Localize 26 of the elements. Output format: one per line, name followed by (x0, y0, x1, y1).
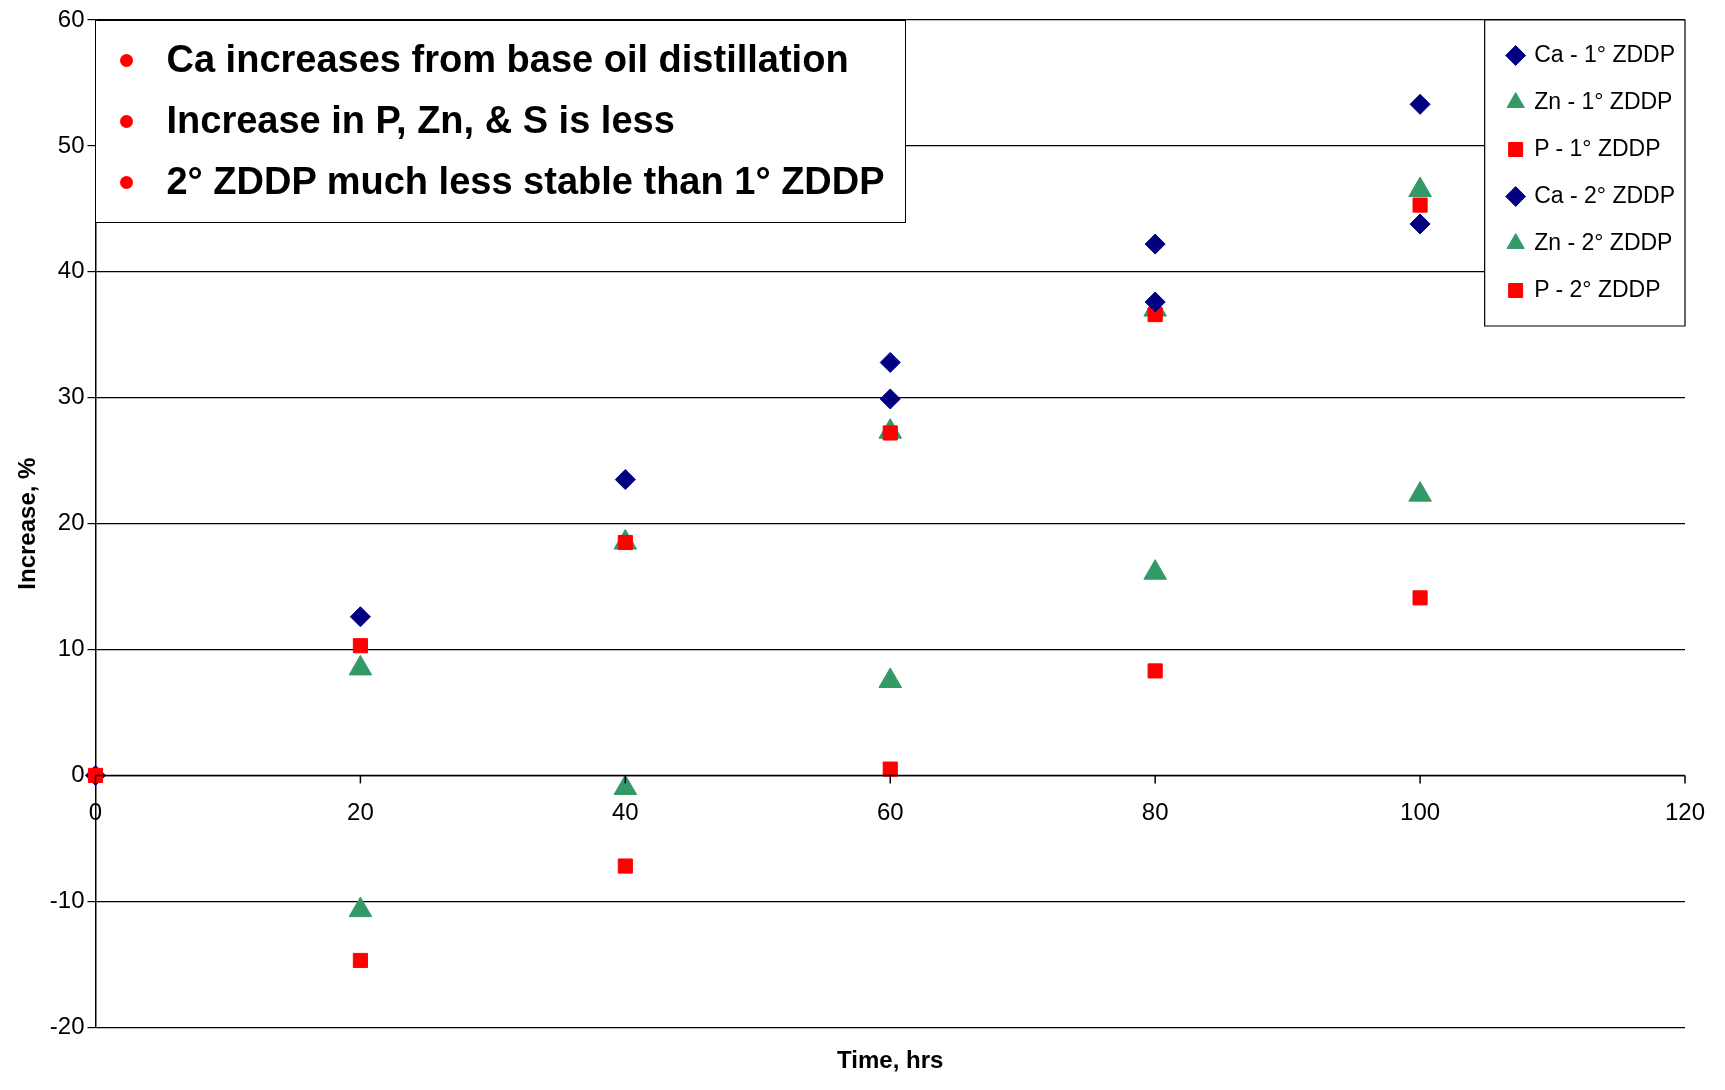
annotation: Increase in P, Zn, & S is less (166, 99, 675, 141)
annotation: 2° ZDDP much less stable than 1° ZDDP (166, 160, 885, 202)
x-tick-label: 60 (876, 798, 904, 826)
x-tick-label: 40 (611, 798, 639, 826)
legend-label: P - 1° ZDDP (1534, 134, 1661, 161)
legend-label: Ca - 2° ZDDP (1534, 181, 1676, 208)
x-tick-label: 20 (347, 798, 374, 826)
y-tick-label: 0 (71, 760, 85, 788)
legend-label: Zn - 2° ZDDP (1534, 228, 1673, 255)
x-tick-label: 100 (1400, 798, 1441, 826)
x-tick-label: 80 (1141, 798, 1169, 826)
legend-label: Zn - 1° ZDDP (1534, 87, 1673, 114)
y-tick-label: 50 (57, 130, 85, 158)
y-axis-title: Increase, % (13, 457, 41, 590)
y-tick-label: -10 (49, 885, 85, 913)
y-tick-label: -20 (49, 1011, 85, 1039)
y-tick-label: 30 (57, 382, 85, 410)
y-tick-label: 40 (57, 256, 85, 284)
x-tick-label: 120 (1664, 798, 1706, 826)
legend-label: P - 2° ZDDP (1534, 275, 1661, 302)
y-tick-label: 60 (57, 4, 85, 32)
x-axis-title: Time, hrs (837, 1046, 944, 1074)
annotation: Ca increases from base oil distillation (166, 38, 849, 80)
legend-label: Ca - 1° ZDDP (1534, 40, 1676, 67)
y-tick-label: 20 (57, 508, 85, 536)
y-tick-label: 10 (57, 634, 85, 662)
